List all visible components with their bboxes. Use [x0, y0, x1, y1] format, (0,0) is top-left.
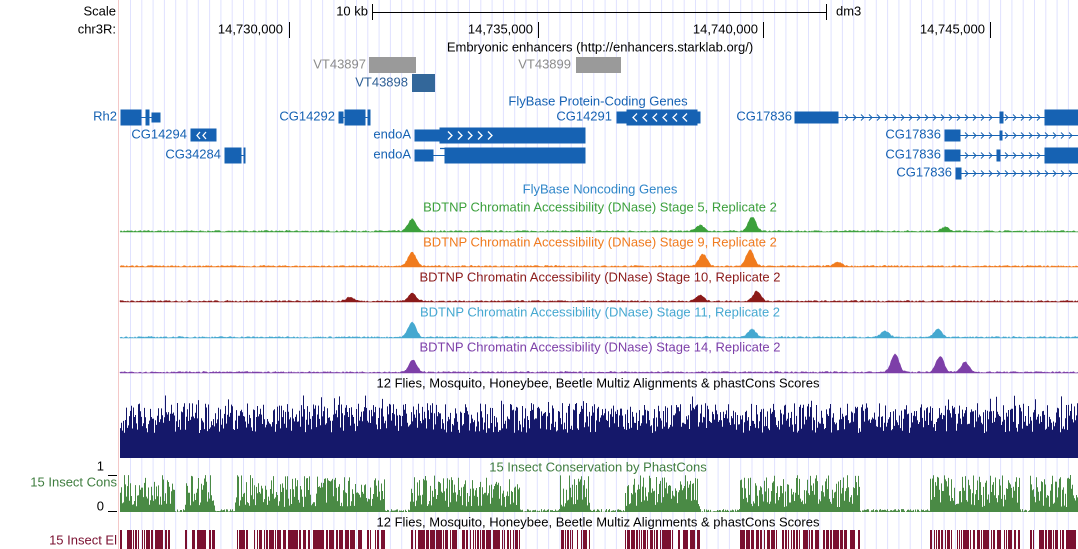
gene-label: CG14292: [279, 108, 335, 123]
dnase-tracks: [119, 216, 1078, 374]
gene-label: endoA: [373, 126, 411, 141]
dnase-signal: [119, 321, 1078, 339]
gene-label: endoA: [373, 146, 411, 161]
chrom-label: chr3R:: [78, 21, 116, 36]
track-title: BDTNP Chromatin Accessibility (DNase) St…: [419, 269, 780, 284]
assembly-label: dm3: [836, 3, 861, 18]
multiz-signal: [120, 395, 1078, 458]
dnase-signal: [119, 249, 1078, 268]
enhancer-label: VT43899: [518, 56, 571, 71]
enhancer: [412, 74, 435, 92]
strand-arrows: [196, 113, 688, 150]
enhancer: [369, 57, 416, 73]
track-title: BDTNP Chromatin Accessibility (DNase) St…: [423, 199, 777, 214]
enhancer-label: VT43898: [355, 74, 408, 89]
track-title: BDTNP Chromatin Accessibility (DNase) St…: [423, 234, 777, 249]
conservation-signal: [120, 475, 1078, 512]
track-title: 12 Flies, Mosquito, Honeybee, Beetle Mul…: [377, 375, 820, 390]
track-title: FlyBase Noncoding Genes: [523, 181, 678, 196]
position-label: 14,735,000: [468, 21, 533, 36]
track-title: BDTNP Chromatin Accessibility (DNase) St…: [420, 304, 780, 319]
gene-label: Rh2: [93, 108, 117, 123]
enhancer: [576, 57, 621, 73]
gene-label: CG17836: [896, 164, 952, 179]
track-title: FlyBase Protein-Coding Genes: [508, 93, 688, 108]
gene-label: CG14291: [556, 108, 612, 123]
position-label: 14,740,000: [693, 21, 758, 36]
track-label: 15 Insect El: [49, 532, 117, 547]
scale-label: Scale: [83, 3, 116, 18]
guide-line: [130, 0, 1069, 549]
intron-arrows: [844, 114, 1073, 177]
gene-models: [120, 109, 1078, 180]
position-label: 14,730,000: [218, 21, 283, 36]
position-label: 14,745,000: [920, 21, 985, 36]
conserved-elements: [120, 530, 1076, 549]
track-title: 12 Flies, Mosquito, Honeybee, Beetle Mul…: [377, 514, 820, 529]
dnase-signal: [119, 216, 1078, 233]
axis-label: 0: [97, 498, 104, 513]
track-title: 15 Insect Conservation by PhastCons: [489, 459, 707, 474]
axis-ticks: [108, 475, 117, 512]
gene-label: CG34284: [165, 146, 221, 161]
gene-label: CG17836: [885, 126, 941, 141]
track-title: BDTNP Chromatin Accessibility (DNase) St…: [419, 339, 780, 354]
dnase-signal: [119, 290, 1078, 303]
enhancer-label: VT43897: [313, 56, 366, 71]
position-ticks: [289, 22, 991, 38]
scale-bar-label: 10 kb: [336, 3, 368, 18]
scale-bar: [372, 4, 827, 20]
gene-label: CG17836: [736, 108, 792, 123]
gene-label: CG17836: [885, 146, 941, 161]
axis-label: 1: [97, 458, 104, 473]
gene-label: CG14294: [131, 126, 187, 141]
track-title: Embryonic enhancers (http://enhancers.st…: [447, 39, 753, 54]
intron-arrow: [844, 114, 1073, 177]
track-label: 15 Insect Cons: [30, 474, 117, 489]
guide-lines: [130, 0, 1069, 549]
dnase-signal: [119, 353, 1078, 374]
